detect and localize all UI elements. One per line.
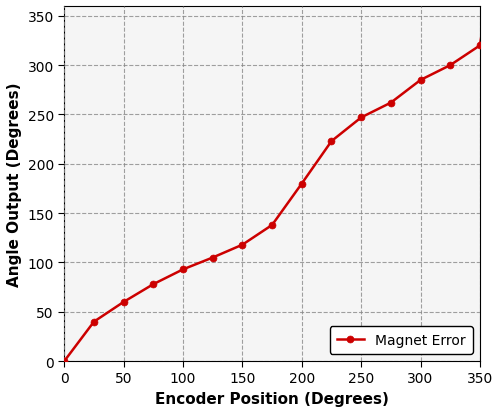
Magnet Error bbox=[269, 223, 275, 228]
Magnet Error bbox=[358, 116, 364, 121]
Magnet Error bbox=[483, 5, 489, 9]
Magnet Error bbox=[240, 242, 246, 247]
Magnet Error bbox=[210, 255, 216, 260]
Legend: Magnet Error: Magnet Error bbox=[330, 326, 473, 354]
Magnet Error bbox=[120, 300, 126, 305]
Magnet Error bbox=[477, 44, 483, 49]
Magnet Error bbox=[150, 282, 156, 287]
Magnet Error bbox=[62, 359, 68, 364]
Magnet Error bbox=[447, 64, 453, 69]
Magnet Error bbox=[299, 182, 305, 187]
Magnet Error bbox=[180, 267, 186, 272]
X-axis label: Encoder Position (Degrees): Encoder Position (Degrees) bbox=[155, 391, 389, 406]
Magnet Error bbox=[328, 139, 334, 144]
Magnet Error bbox=[388, 101, 394, 106]
Magnet Error bbox=[91, 319, 97, 324]
Magnet Error bbox=[418, 78, 424, 83]
Y-axis label: Angle Output (Degrees): Angle Output (Degrees) bbox=[7, 82, 22, 286]
Line: Magnet Error: Magnet Error bbox=[61, 3, 490, 365]
